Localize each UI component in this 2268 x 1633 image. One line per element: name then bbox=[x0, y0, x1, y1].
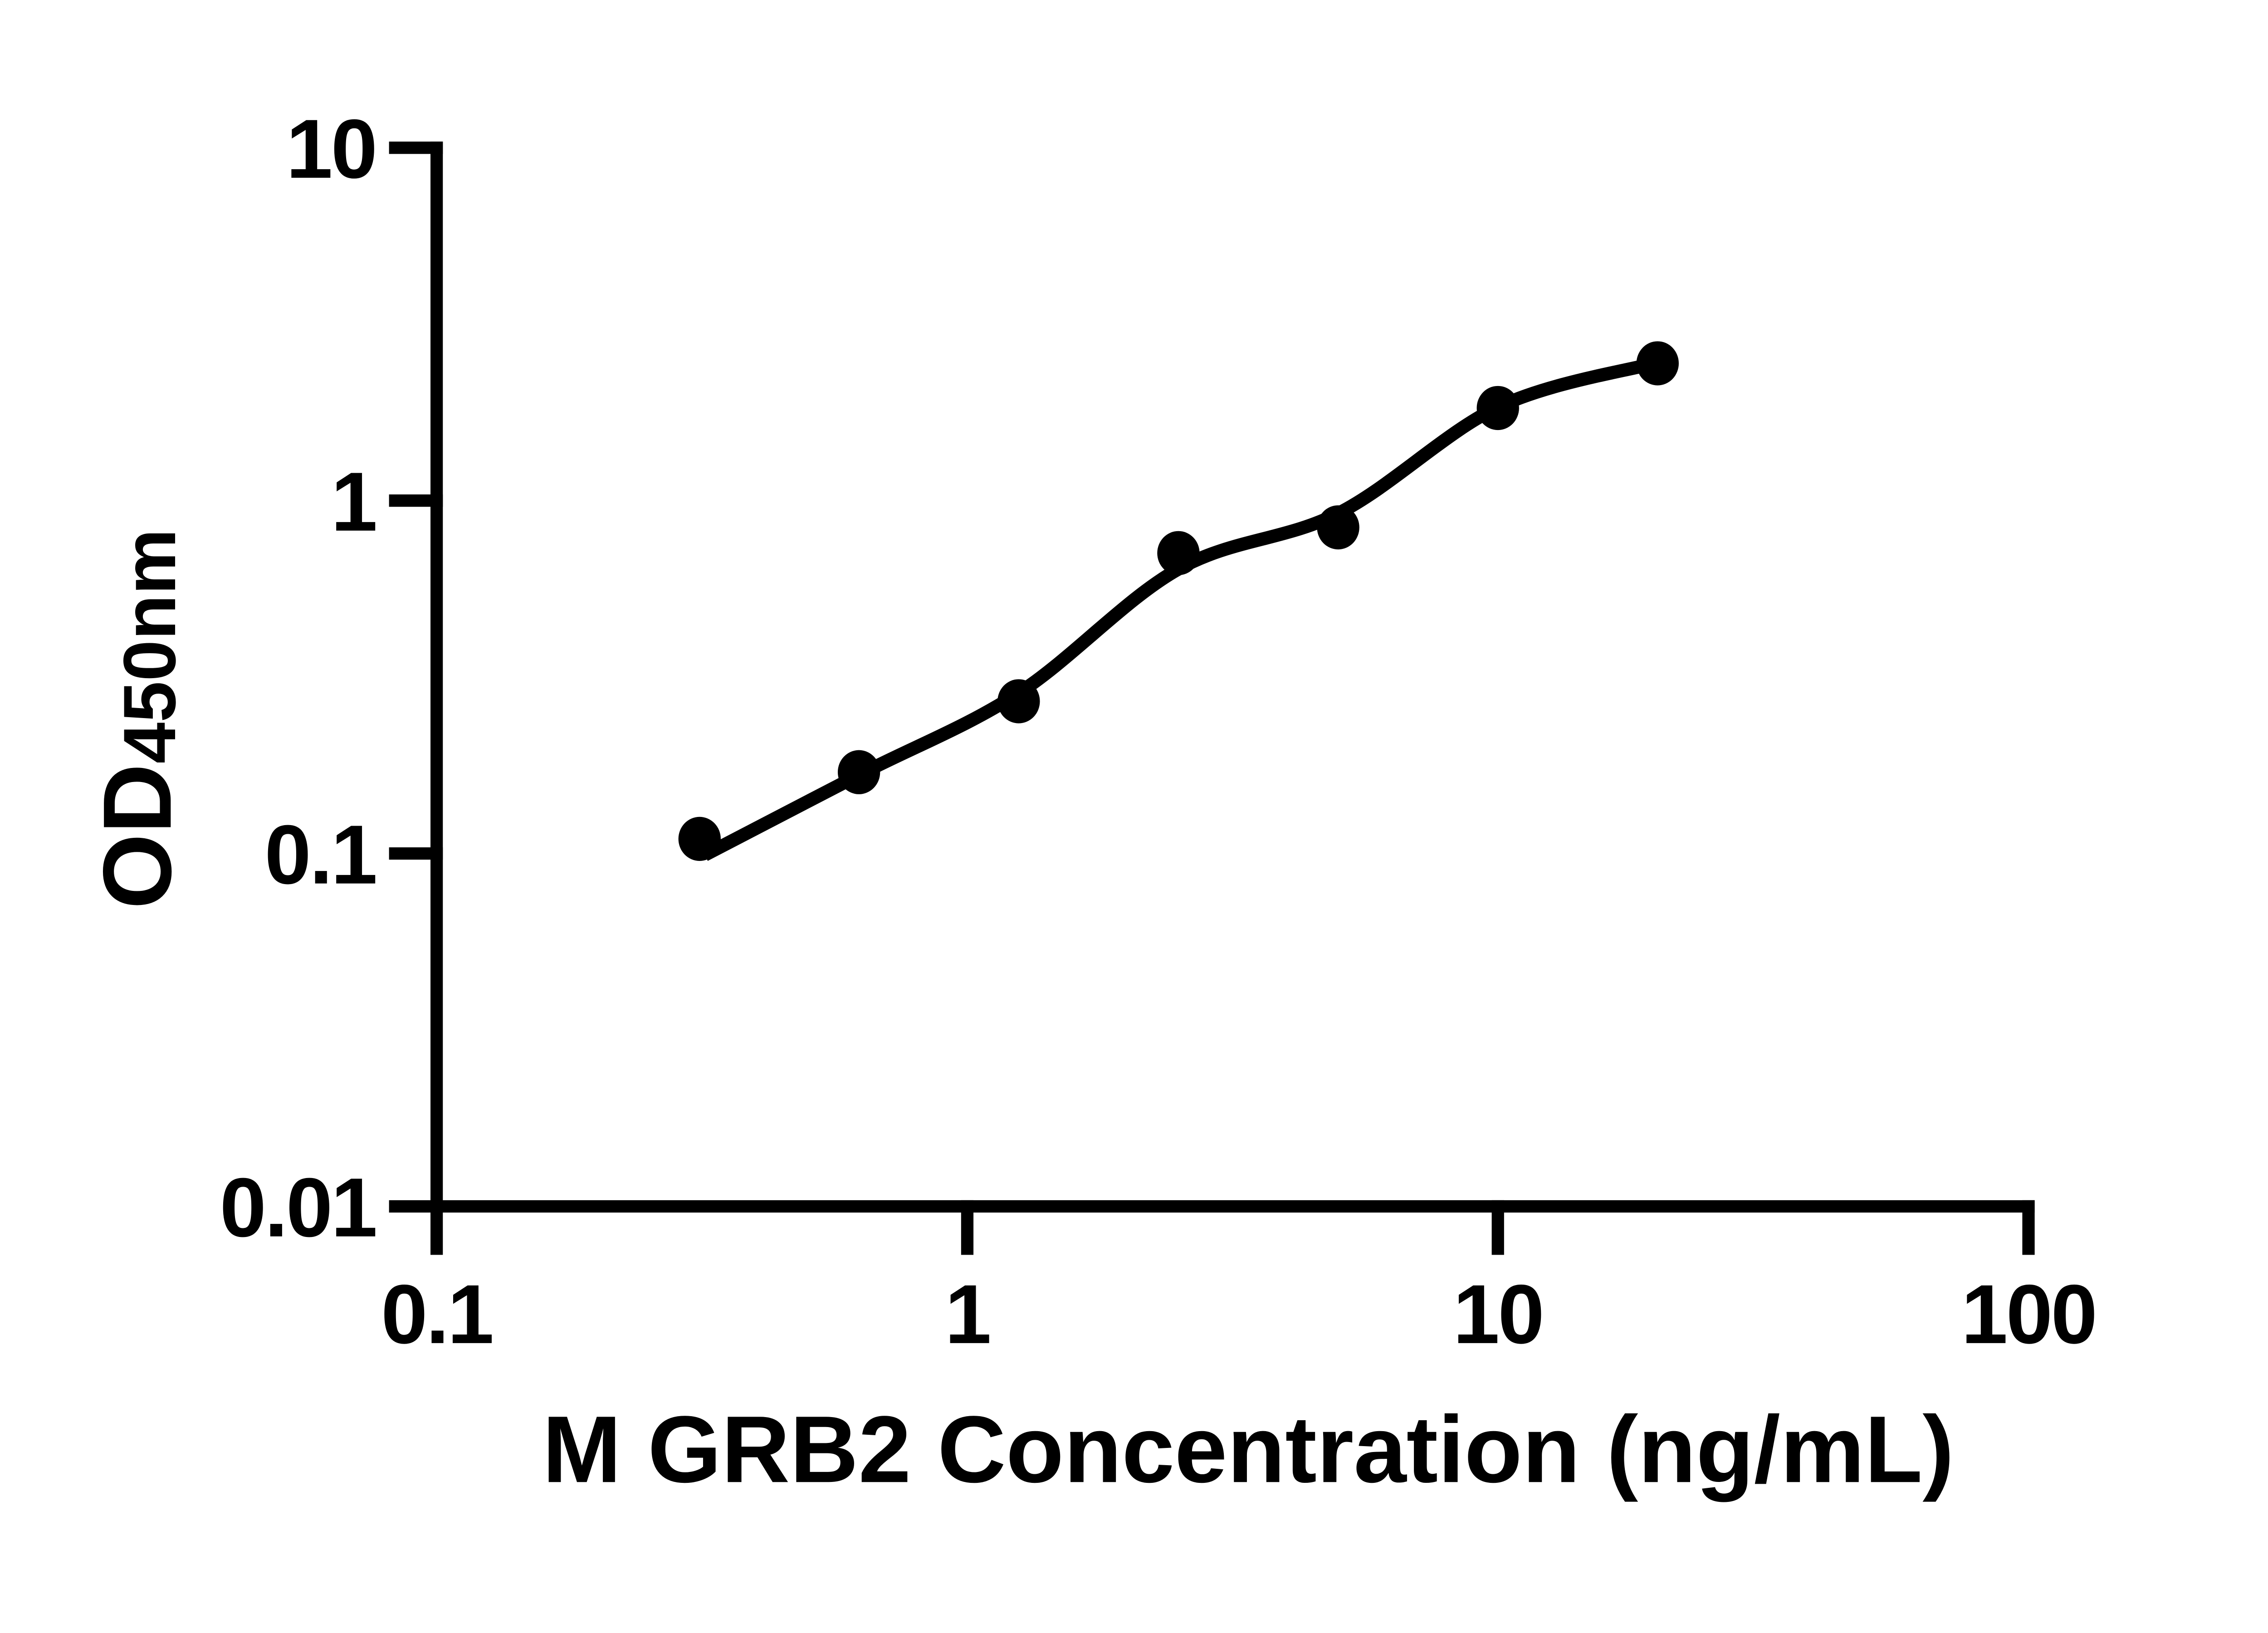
elisa-standard-curve-chart: 10 1 0.1 0.01 0.1 1 10 100 M GRB2 Concen… bbox=[83, 102, 2098, 1503]
data-point bbox=[1636, 341, 1679, 386]
data-point bbox=[678, 816, 721, 861]
x-tick-label-1: 1 bbox=[945, 1268, 990, 1361]
data-point bbox=[1317, 505, 1359, 550]
elisa-standard-curve-figure: 10 1 0.1 0.01 0.1 1 10 100 M GRB2 Concen… bbox=[83, 102, 2098, 1503]
x-tick-label-100: 100 bbox=[1961, 1268, 2096, 1361]
y-axis-title-subscript: 450nm bbox=[108, 529, 191, 764]
axes bbox=[389, 142, 2035, 1255]
data-points bbox=[678, 341, 1679, 861]
data-point bbox=[837, 750, 880, 794]
x-tick-label-10: 10 bbox=[1453, 1268, 1543, 1361]
y-tick-label-10: 10 bbox=[286, 103, 376, 196]
y-tick-label-0.01: 0.01 bbox=[220, 1161, 376, 1255]
y-tick-label-0.1: 0.1 bbox=[264, 808, 376, 902]
y-axis-tick-labels: 10 1 0.1 0.01 bbox=[220, 103, 377, 1255]
data-point bbox=[1157, 531, 1200, 575]
x-axis-title: M GRB2 Concentration (ng/mL) bbox=[543, 1397, 1954, 1502]
x-axis-tick-labels: 0.1 1 10 100 bbox=[381, 1268, 2097, 1361]
data-point bbox=[997, 679, 1040, 724]
y-tick-label-1: 1 bbox=[331, 455, 376, 549]
x-tick-label-0.1: 0.1 bbox=[381, 1268, 492, 1361]
y-axis-title-main: OD bbox=[83, 763, 191, 909]
y-axis-title: OD450nm bbox=[83, 529, 191, 909]
data-point bbox=[1476, 386, 1519, 430]
